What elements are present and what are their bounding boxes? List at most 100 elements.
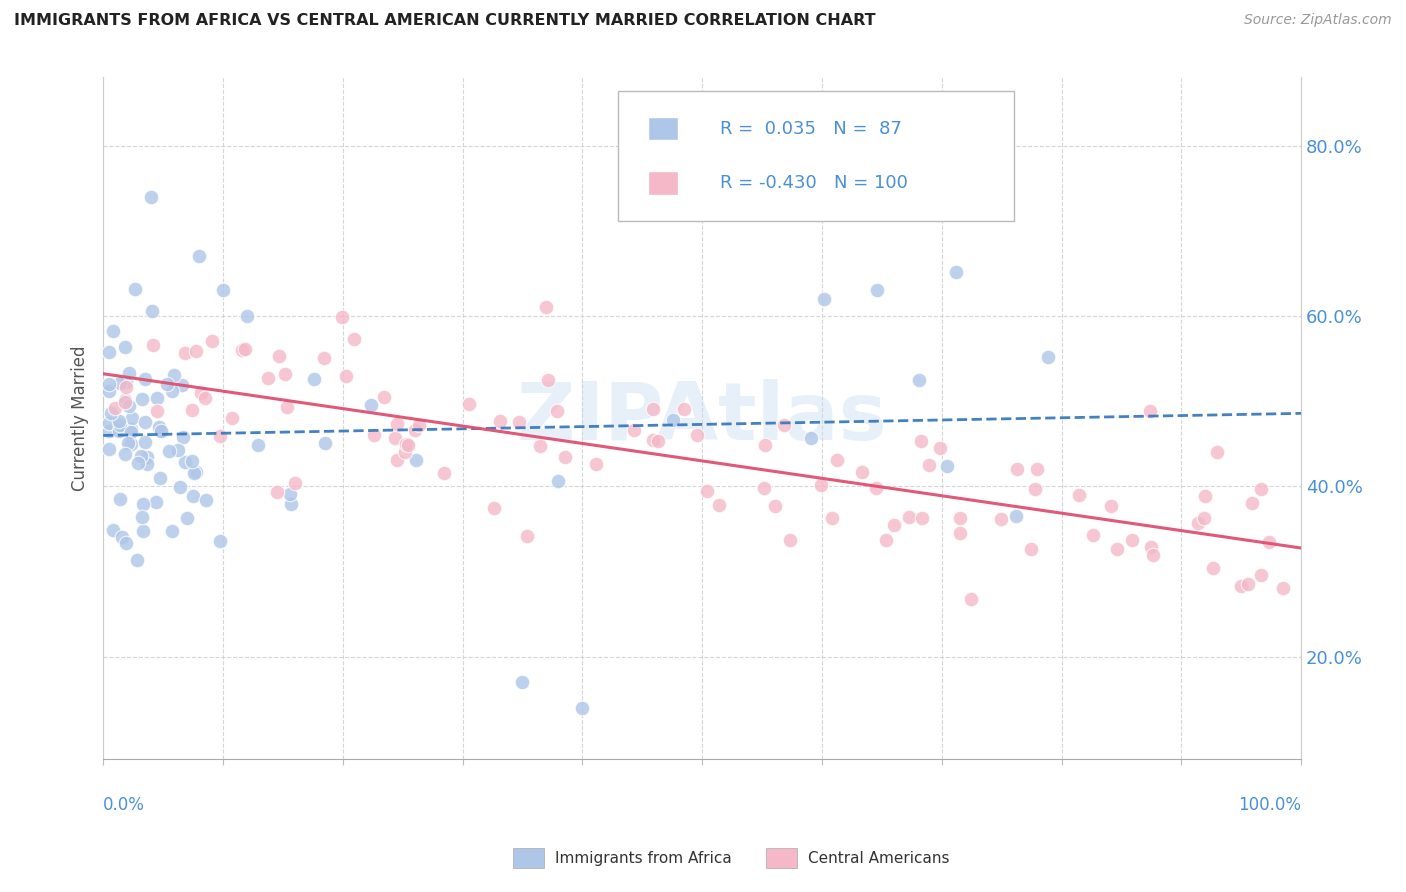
Point xyxy=(100,406,122,420)
Point xyxy=(1140,540,1163,554)
Point xyxy=(118,399,141,413)
Point xyxy=(166,442,188,457)
Point xyxy=(911,511,934,525)
Point xyxy=(1005,462,1028,476)
Point xyxy=(1081,527,1104,541)
Point xyxy=(145,404,167,418)
FancyBboxPatch shape xyxy=(648,171,678,195)
Point xyxy=(623,423,645,437)
Point xyxy=(1194,489,1216,503)
Point xyxy=(686,427,709,442)
Point xyxy=(779,533,801,547)
Point xyxy=(1206,445,1229,459)
Point xyxy=(935,458,957,473)
Point xyxy=(405,453,427,467)
Point xyxy=(1272,581,1295,595)
Point xyxy=(127,456,149,470)
Point xyxy=(990,512,1012,526)
Text: 100.0%: 100.0% xyxy=(1239,797,1301,814)
Point xyxy=(918,458,941,473)
Point xyxy=(394,444,416,458)
Point xyxy=(172,429,194,443)
Point xyxy=(433,467,456,481)
Point xyxy=(647,434,669,448)
Point xyxy=(121,411,143,425)
Point xyxy=(696,483,718,498)
Point xyxy=(1019,541,1042,556)
Text: R =  0.035   N =  87: R = 0.035 N = 87 xyxy=(720,120,903,137)
Point xyxy=(754,438,776,452)
Point xyxy=(145,392,167,406)
Point xyxy=(1099,499,1122,513)
Text: IMMIGRANTS FROM AFRICA VS CENTRAL AMERICAN CURRENTLY MARRIED CORRELATION CHART: IMMIGRANTS FROM AFRICA VS CENTRAL AMERIC… xyxy=(14,13,876,29)
Point xyxy=(508,416,530,430)
Point xyxy=(115,380,138,394)
Point xyxy=(201,334,224,349)
Point xyxy=(960,591,983,606)
Point xyxy=(330,310,353,325)
Point xyxy=(312,351,335,365)
Point xyxy=(148,419,170,434)
Point xyxy=(554,450,576,464)
Point xyxy=(489,414,512,428)
Point xyxy=(131,497,153,511)
Point xyxy=(813,292,835,306)
Point xyxy=(107,414,129,428)
Point xyxy=(360,399,382,413)
Point xyxy=(169,480,191,494)
Point xyxy=(98,416,121,430)
Point xyxy=(236,309,259,323)
Point xyxy=(280,497,302,511)
Point xyxy=(949,511,972,525)
Point xyxy=(1241,496,1264,510)
Point xyxy=(160,524,183,538)
Point xyxy=(512,675,534,690)
Text: 0.0%: 0.0% xyxy=(103,797,145,814)
Point xyxy=(547,474,569,488)
Point xyxy=(898,509,921,524)
Point xyxy=(98,442,121,456)
Point xyxy=(827,453,849,467)
Point xyxy=(233,342,256,356)
Point xyxy=(875,533,897,548)
Point xyxy=(111,530,134,544)
Point xyxy=(641,401,664,416)
Point xyxy=(516,529,538,543)
Text: Central Americans: Central Americans xyxy=(808,851,950,865)
Point xyxy=(124,282,146,296)
Point xyxy=(821,511,844,525)
Point xyxy=(186,466,208,480)
Point xyxy=(266,484,288,499)
Point xyxy=(157,443,180,458)
Point xyxy=(114,536,136,550)
Point xyxy=(150,424,173,438)
Point xyxy=(1036,350,1059,364)
Point xyxy=(134,415,156,429)
Point xyxy=(810,478,832,492)
Point xyxy=(1026,461,1049,475)
Point xyxy=(173,455,195,469)
Point xyxy=(149,471,172,485)
Point xyxy=(673,402,696,417)
Point xyxy=(585,457,607,471)
Point xyxy=(181,403,204,417)
Point xyxy=(1105,542,1128,557)
Point xyxy=(641,433,664,447)
Point xyxy=(536,301,558,315)
Point xyxy=(707,498,730,512)
Point xyxy=(195,493,218,508)
Point xyxy=(773,417,796,432)
Point xyxy=(247,438,270,452)
Point xyxy=(181,454,204,468)
Point xyxy=(529,438,551,452)
Point xyxy=(335,369,357,384)
Point xyxy=(752,482,775,496)
Point xyxy=(114,395,136,409)
Point xyxy=(1250,568,1272,582)
Point xyxy=(763,499,786,513)
Point xyxy=(163,368,186,382)
Y-axis label: Currently Married: Currently Married xyxy=(72,345,89,491)
Point xyxy=(145,495,167,509)
Point xyxy=(131,392,153,406)
Point xyxy=(929,441,952,455)
